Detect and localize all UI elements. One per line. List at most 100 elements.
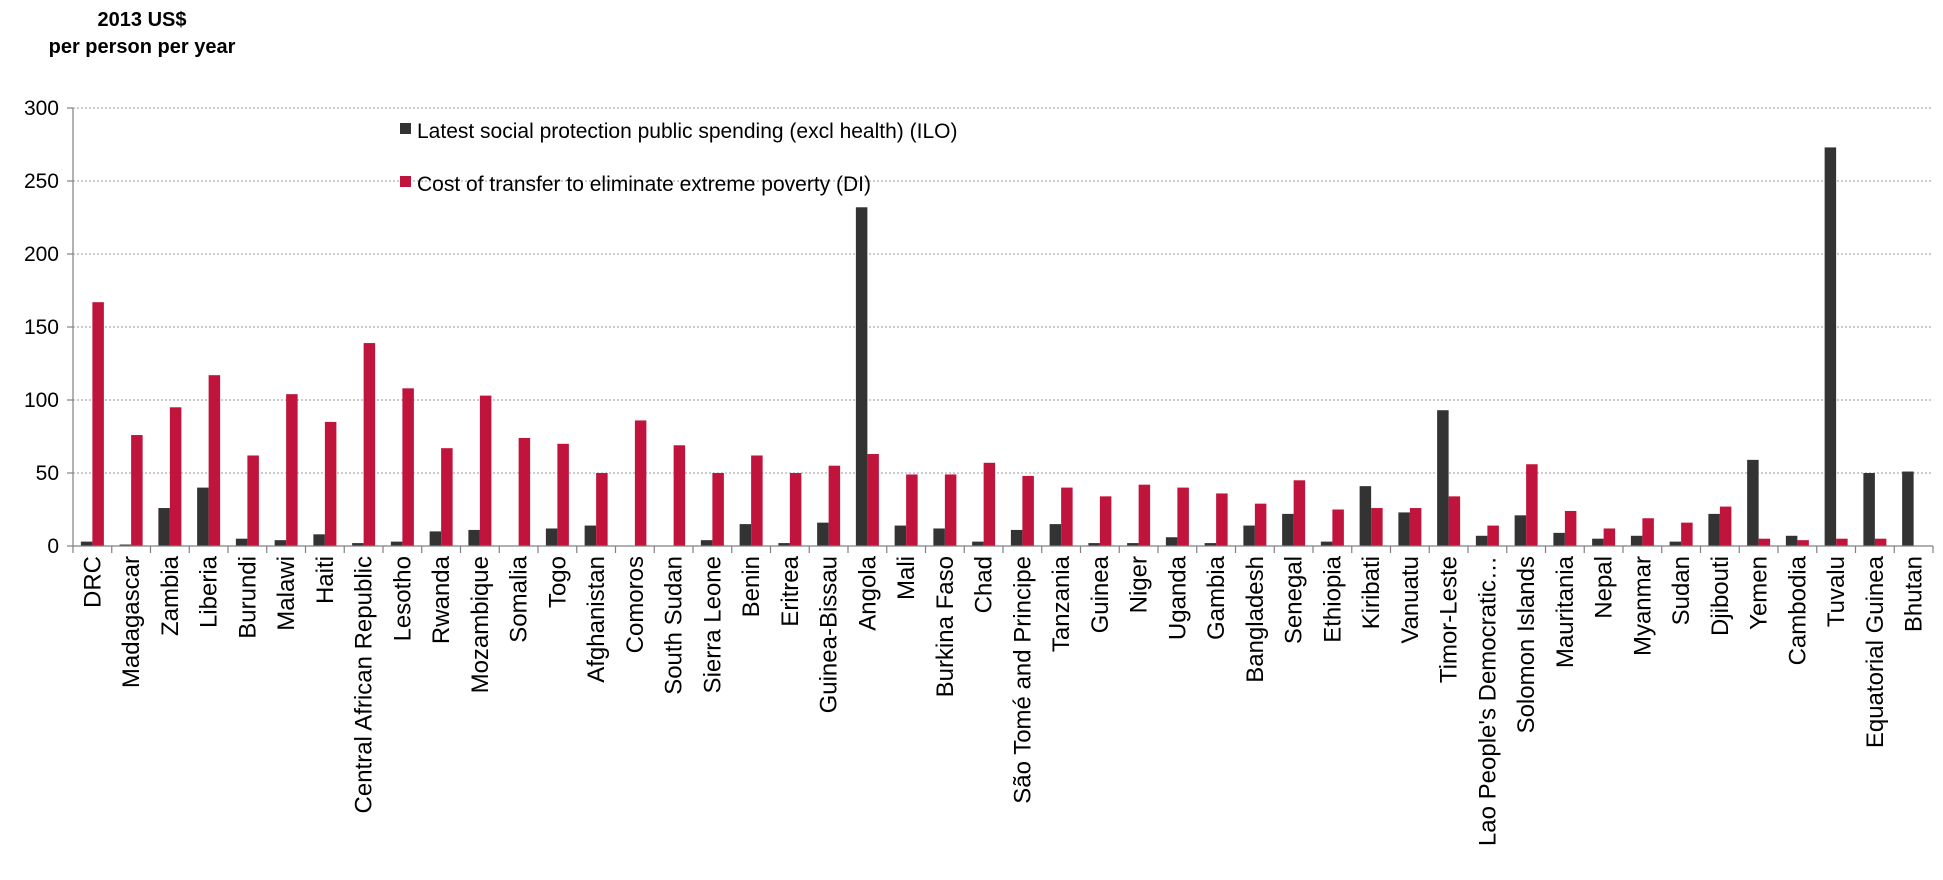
- x-tick-label-19: Guinea-Bissau: [816, 556, 843, 713]
- y-tick-label-100: 100: [24, 389, 59, 412]
- bar-spending-1: [119, 544, 132, 546]
- x-tick-label-12: Togo: [544, 556, 571, 608]
- bar-transfer-cost-19: [828, 465, 841, 546]
- x-axis: DRC Madagascar Zambia Liberia Burundi Malawi H…: [72, 545, 1934, 846]
- x-tick-label-43: Yemen: [1746, 556, 1773, 630]
- bar-transfer-cost-1: [131, 435, 143, 546]
- x-tick-label-13: Afghanistan: [583, 556, 610, 683]
- bar-transfer-cost-40: [1642, 518, 1654, 546]
- bar-spending-27: [1127, 543, 1139, 546]
- bar-transfer-cost-9: [441, 448, 453, 546]
- bar-spending-39: [1592, 538, 1604, 546]
- legend-swatch-spending: [400, 123, 411, 134]
- bar-spending-29: [1204, 543, 1217, 546]
- x-tick-label-42: Djibouti: [1707, 556, 1734, 636]
- bar-transfer-cost-2: [169, 407, 182, 546]
- x-tick-label-27: Niger: [1126, 556, 1153, 613]
- x-tick-label-11: Somalia: [506, 555, 533, 642]
- bar-spending-40: [1630, 535, 1643, 546]
- bar-spending-13: [584, 525, 597, 546]
- x-tick-label-14: Comoros: [622, 556, 649, 653]
- bar-transfer-cost-35: [1448, 496, 1461, 546]
- bar-spending-22: [933, 528, 945, 546]
- bar-spending-20: [855, 207, 868, 546]
- bar-spending-32: [1320, 541, 1333, 546]
- x-tick-label-32: Ethiopia: [1319, 555, 1346, 642]
- bar-spending-10: [468, 529, 480, 546]
- x-tick-label-47: Bhutan: [1901, 556, 1928, 632]
- y-tick-label-50: 50: [36, 462, 59, 485]
- x-tick-label-26: Guinea: [1087, 555, 1114, 633]
- x-tick-label-44: Cambodia: [1784, 555, 1811, 665]
- bar-spending-36: [1475, 535, 1488, 546]
- x-tick-label-2: Zambia: [157, 555, 184, 636]
- bar-spending-16: [700, 540, 713, 546]
- x-tick-label-7: Central African Republic: [351, 556, 378, 813]
- bar-transfer-cost-28: [1177, 487, 1189, 546]
- bar-spending-4: [235, 538, 248, 546]
- bar-transfer-cost-41: [1681, 522, 1693, 546]
- bar-transfer-cost-36: [1487, 525, 1499, 546]
- bar-transfer-cost-39: [1603, 528, 1616, 546]
- bar-transfer-cost-3: [208, 375, 221, 546]
- bar-spending-26: [1088, 543, 1100, 546]
- y-tick-label-150: 150: [24, 316, 59, 339]
- y-tick-label-300: 300: [24, 97, 59, 120]
- x-tick-label-0: DRC: [79, 556, 106, 608]
- bar-transfer-cost-44: [1797, 540, 1809, 546]
- bar-transfer-cost-38: [1564, 510, 1577, 546]
- bar-transfer-cost-7: [363, 343, 376, 546]
- gridlines: [73, 107, 1933, 474]
- bar-transfer-cost-11: [518, 437, 531, 546]
- x-tick-label-9: Rwanda: [428, 555, 455, 644]
- bar-transfer-cost-13: [596, 473, 608, 546]
- bar-spending-7: [352, 543, 364, 546]
- bar-transfer-cost-4: [247, 455, 259, 546]
- legend: Latest social protection public spending…: [400, 120, 957, 196]
- bar-spending-18: [778, 543, 790, 546]
- x-tick-label-1: Madagascar: [118, 556, 145, 688]
- x-tick-label-6: Haiti: [312, 556, 339, 604]
- unit-label-line-1: 2013 US$: [98, 9, 187, 31]
- bar-transfer-cost-6: [324, 421, 337, 546]
- bar-transfer-cost-32: [1332, 509, 1344, 546]
- x-tick-label-45: Tuvalu: [1823, 556, 1850, 627]
- y-axis: 0 50 100 150 200 250 300: [24, 97, 74, 558]
- bar-transfer-cost-27: [1138, 484, 1151, 546]
- x-tick-label-8: Lesotho: [389, 556, 416, 641]
- bar-transfer-cost-42: [1719, 506, 1732, 546]
- x-tick-label-16: Sierra Leone: [699, 556, 726, 693]
- x-tick-label-30: Bangladesh: [1242, 556, 1269, 683]
- x-tick-label-10: Mozambique: [467, 556, 494, 693]
- bar-spending-6: [313, 534, 325, 546]
- x-tick-label-37: Solomon Islands: [1513, 556, 1540, 733]
- x-tick-label-36: Lao People's Democratic…: [1474, 556, 1501, 846]
- bar-transfer-cost-31: [1293, 480, 1306, 546]
- bar-spending-34: [1398, 512, 1410, 546]
- bar-spending-45: [1824, 147, 1837, 547]
- bar-transfer-cost-25: [1061, 487, 1073, 546]
- x-tick-label-5: Malawi: [273, 556, 300, 631]
- bar-transfer-cost-0: [92, 302, 104, 546]
- bar-transfer-cost-37: [1526, 464, 1538, 546]
- bar-transfer-cost-14: [634, 420, 647, 546]
- bars: [80, 147, 1914, 547]
- bar-transfer-cost-10: [479, 395, 492, 546]
- bar-transfer-cost-33: [1371, 508, 1383, 546]
- bar-transfer-cost-8: [402, 388, 414, 546]
- x-tick-label-23: Chad: [971, 556, 998, 613]
- bar-spending-3: [197, 487, 209, 546]
- bar-transfer-cost-5: [286, 394, 298, 546]
- x-tick-label-24: São Tomé and Principe: [1009, 556, 1036, 804]
- bar-spending-17: [739, 524, 752, 546]
- x-tick-label-29: Gambia: [1203, 555, 1230, 640]
- x-tick-label-46: Equatorial Guinea: [1862, 555, 1889, 748]
- bar-spending-5: [274, 540, 287, 546]
- bar-spending-37: [1514, 515, 1527, 546]
- bar-transfer-cost-24: [1022, 475, 1034, 546]
- legend-swatch-transfer-cost: [400, 176, 411, 187]
- bar-spending-33: [1359, 486, 1372, 546]
- bar-spending-43: [1747, 459, 1759, 546]
- bar-transfer-cost-30: [1254, 503, 1267, 546]
